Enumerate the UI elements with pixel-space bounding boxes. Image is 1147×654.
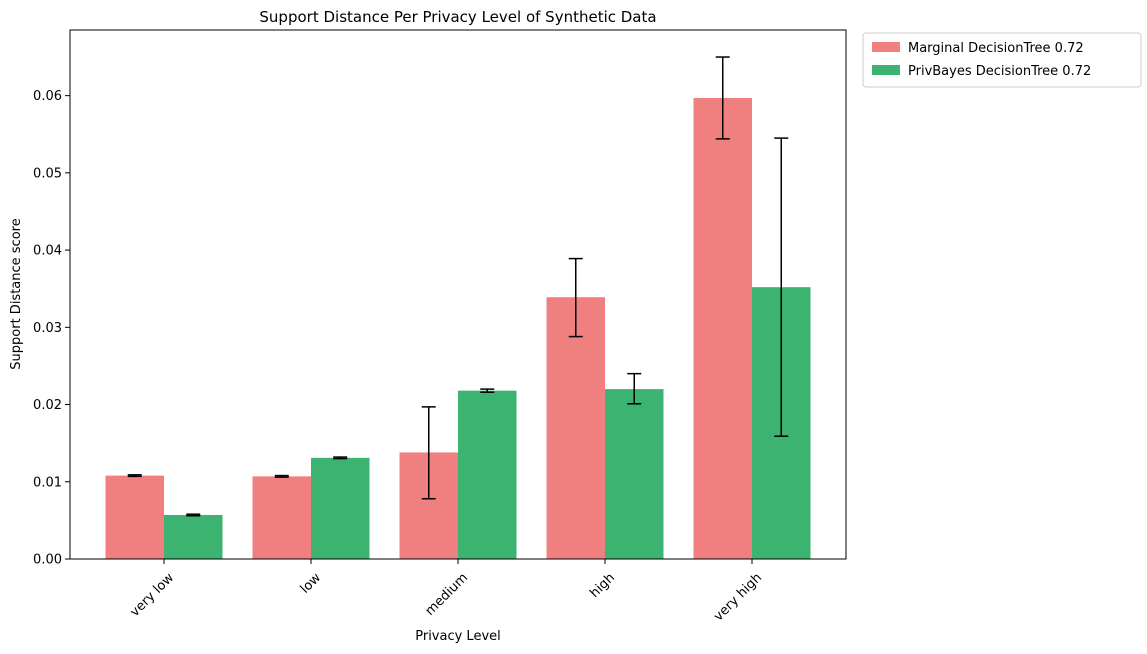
legend-swatch-marginal [872,42,900,52]
x-tick-label-high: high [587,570,618,601]
error-bar-privbayes-low [333,456,348,460]
x-tick-label-medium: medium [423,570,471,618]
bar-privbayes-high [605,389,664,559]
legend-frame [862,32,1142,88]
x-tick-label-very-low: very low [128,570,178,620]
error-bar-privbayes-very-low [186,513,201,517]
y-tick-label: 0.00 [33,553,62,568]
legend-label-privbayes: PrivBayes DecisionTree 0.72 [908,64,1091,79]
error-bar-marginal-medium [421,406,436,500]
error-bar-privbayes-high [627,372,642,405]
bar-privbayes-low [311,457,370,559]
y-tick-label: 0.04 [33,244,62,259]
y-tick-label: 0.01 [33,475,62,490]
y-tick-label: 0.02 [33,398,62,413]
legend-swatch-privbayes [872,65,900,75]
bar-marginal-low [252,476,311,559]
x-axis-label: Privacy Level [415,629,501,644]
y-tick-label: 0.05 [33,166,62,181]
chart-title: Support Distance Per Privacy Level of Sy… [259,8,656,26]
x-axis: very low low medium high very high [128,559,765,624]
bars-layer [105,97,811,560]
y-axis: 0.00 0.01 0.02 0.03 0.04 0.05 0.06 [33,89,70,568]
y-tick-label: 0.06 [33,89,62,104]
error-bar-marginal-very-high [715,56,730,140]
error-bar-privbayes-medium [480,388,495,393]
legend: Marginal DecisionTree 0.72 PrivBayes Dec… [862,32,1142,88]
error-bars-layer [127,56,789,517]
bar-marginal-very-high [693,97,752,560]
error-bar-marginal-low [274,474,289,478]
x-tick-label-low: low [298,570,325,597]
bar-privbayes-very-low [164,514,223,559]
error-bar-privbayes-very-high [774,137,789,437]
error-bar-marginal-high [568,257,583,338]
bar-privbayes-medium [458,390,517,559]
bar-marginal-high [546,297,605,559]
y-axis-label: Support Distance score [9,218,24,369]
x-tick-label-very-high: very high [711,570,765,624]
legend-label-marginal: Marginal DecisionTree 0.72 [908,41,1084,56]
error-bar-marginal-very-low [127,474,142,478]
bar-marginal-very-low [105,475,164,559]
y-tick-label: 0.03 [33,321,62,336]
